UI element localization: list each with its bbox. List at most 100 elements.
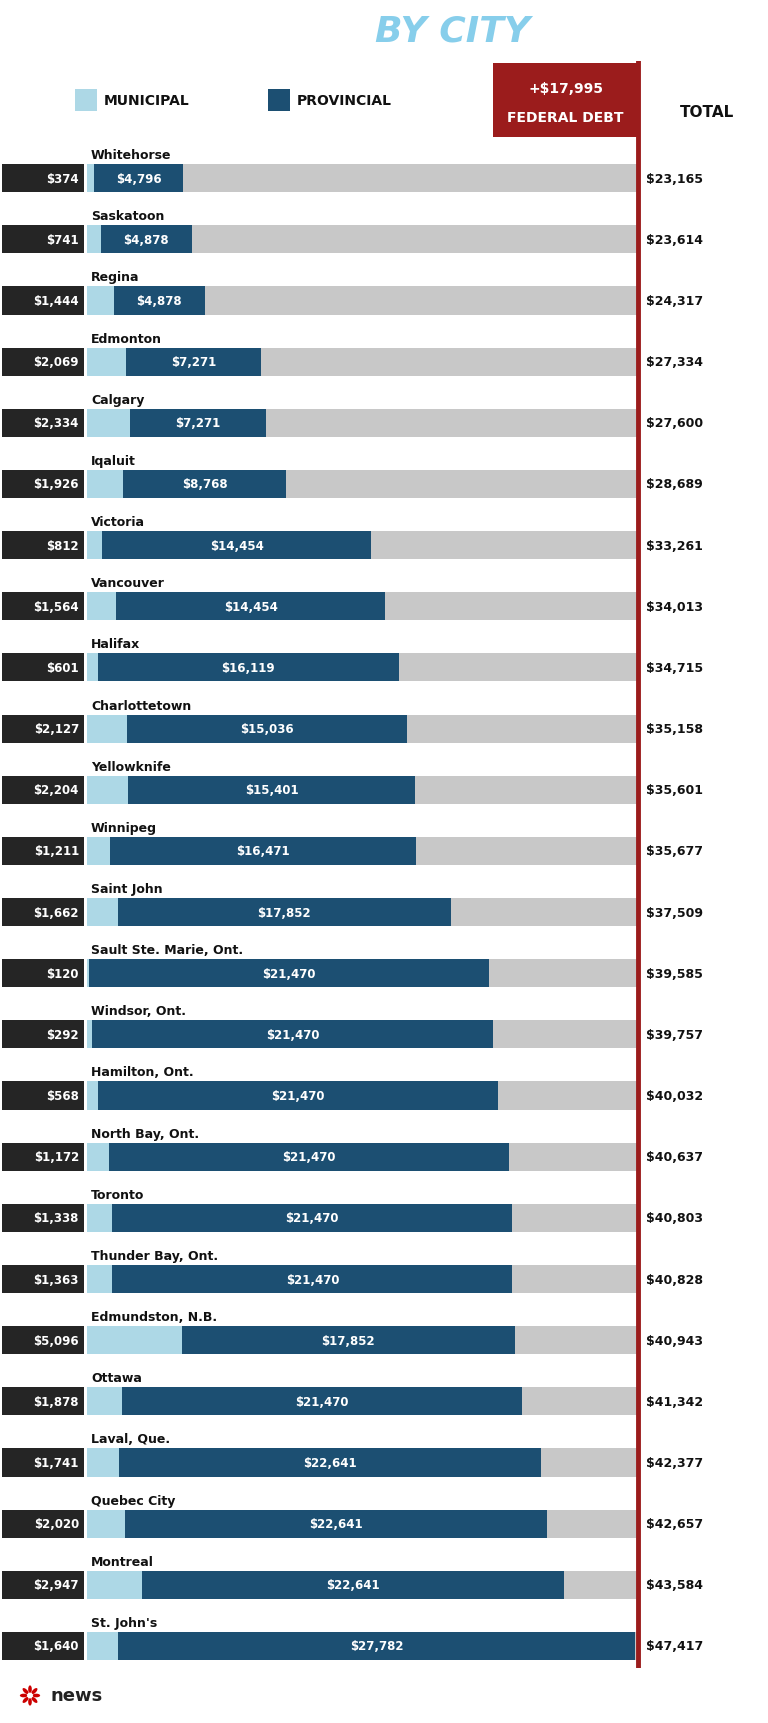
- Text: $1,564: $1,564: [33, 600, 79, 613]
- Text: $41,342: $41,342: [646, 1396, 703, 1408]
- Text: Regina: Regina: [91, 271, 140, 284]
- Text: $39,757: $39,757: [646, 1029, 703, 1041]
- Text: $4,796: $4,796: [116, 172, 161, 186]
- Text: $47,417: $47,417: [646, 1640, 703, 1652]
- Text: $27,782: $27,782: [349, 1640, 403, 1652]
- Bar: [2, 1082, 84, 1110]
- Bar: [102, 532, 372, 560]
- Ellipse shape: [32, 1694, 40, 1697]
- Bar: [2, 1509, 84, 1539]
- Bar: [87, 1204, 638, 1232]
- Text: $21,470: $21,470: [285, 1211, 339, 1225]
- Bar: [87, 898, 118, 927]
- Text: $16,471: $16,471: [237, 844, 290, 858]
- Text: $4,878: $4,878: [124, 234, 169, 246]
- Bar: [87, 1509, 124, 1539]
- Text: $22,641: $22,641: [303, 1456, 357, 1470]
- Bar: [120, 1449, 541, 1477]
- Bar: [87, 898, 638, 927]
- Text: news: news: [50, 1687, 102, 1704]
- Bar: [101, 226, 192, 255]
- Bar: [2, 410, 84, 438]
- Bar: [87, 1449, 638, 1477]
- Text: $1,878: $1,878: [34, 1396, 79, 1408]
- Bar: [2, 1449, 84, 1477]
- Text: Montreal: Montreal: [91, 1554, 154, 1568]
- Bar: [87, 226, 101, 255]
- Bar: [2, 1387, 84, 1416]
- Bar: [87, 470, 123, 498]
- Bar: [87, 837, 110, 865]
- Text: $21,470: $21,470: [282, 1151, 336, 1163]
- Bar: [2, 226, 84, 255]
- Text: PROVINCIAL: PROVINCIAL: [297, 95, 392, 109]
- Text: $1,640: $1,640: [34, 1640, 79, 1652]
- Text: Windsor, Ont.: Windsor, Ont.: [91, 1005, 186, 1018]
- Text: Thunder Bay, Ont.: Thunder Bay, Ont.: [91, 1249, 218, 1263]
- Bar: [2, 1571, 84, 1599]
- Bar: [2, 1142, 84, 1172]
- Text: $35,601: $35,601: [646, 784, 703, 796]
- Text: $40,828: $40,828: [646, 1273, 703, 1285]
- Bar: [2, 165, 84, 193]
- Bar: [87, 470, 638, 498]
- Bar: [87, 1387, 122, 1416]
- Text: Calgary: Calgary: [91, 393, 144, 407]
- Text: BY CITY: BY CITY: [375, 14, 530, 48]
- Bar: [87, 165, 638, 193]
- Bar: [2, 1265, 84, 1294]
- Bar: [98, 1082, 498, 1110]
- Bar: [2, 655, 84, 682]
- Text: $5,096: $5,096: [33, 1334, 79, 1347]
- Bar: [182, 1327, 515, 1354]
- Bar: [87, 532, 638, 560]
- Text: Laval, Que.: Laval, Que.: [91, 1432, 170, 1446]
- Text: Vancouver: Vancouver: [91, 577, 165, 589]
- Text: $33,261: $33,261: [646, 539, 703, 553]
- Text: St. John's: St. John's: [91, 1616, 157, 1628]
- Bar: [116, 593, 386, 620]
- Text: $34,013: $34,013: [646, 600, 703, 613]
- Text: $2,127: $2,127: [34, 722, 79, 736]
- Text: $28,689: $28,689: [646, 479, 703, 491]
- Bar: [2, 1204, 84, 1232]
- Text: $40,637: $40,637: [646, 1151, 703, 1163]
- Bar: [2, 288, 84, 315]
- Text: Toronto: Toronto: [91, 1189, 144, 1201]
- Text: $37,509: $37,509: [646, 906, 703, 918]
- Bar: [87, 410, 131, 438]
- Bar: [2, 960, 84, 987]
- Bar: [131, 410, 266, 438]
- Bar: [142, 1571, 564, 1599]
- Text: Saskatoon: Saskatoon: [91, 210, 164, 222]
- Bar: [87, 960, 638, 987]
- Text: $2,069: $2,069: [34, 357, 79, 369]
- Text: $42,377: $42,377: [646, 1456, 703, 1470]
- Circle shape: [27, 1692, 33, 1699]
- Bar: [128, 777, 415, 805]
- Text: $23,614: $23,614: [646, 234, 703, 246]
- Bar: [87, 410, 638, 438]
- Bar: [124, 1509, 547, 1539]
- Bar: [87, 1142, 638, 1172]
- Text: $27,334: $27,334: [646, 357, 703, 369]
- Text: +$17,995: +$17,995: [528, 83, 603, 96]
- Bar: [2, 837, 84, 865]
- Bar: [2, 1327, 84, 1354]
- Text: $1,172: $1,172: [34, 1151, 79, 1163]
- Text: $1,338: $1,338: [34, 1211, 79, 1225]
- Bar: [87, 1020, 92, 1049]
- Bar: [87, 532, 102, 560]
- Text: $23,165: $23,165: [646, 172, 703, 186]
- Bar: [87, 1142, 109, 1172]
- Bar: [87, 655, 638, 682]
- Bar: [98, 655, 399, 682]
- Text: $39,585: $39,585: [646, 967, 703, 980]
- Bar: [87, 1082, 638, 1110]
- Text: $14,454: $14,454: [224, 600, 278, 613]
- Bar: [87, 777, 128, 805]
- Bar: [87, 348, 638, 376]
- Bar: [87, 1509, 638, 1539]
- Text: $120: $120: [47, 967, 79, 980]
- Bar: [268, 90, 290, 112]
